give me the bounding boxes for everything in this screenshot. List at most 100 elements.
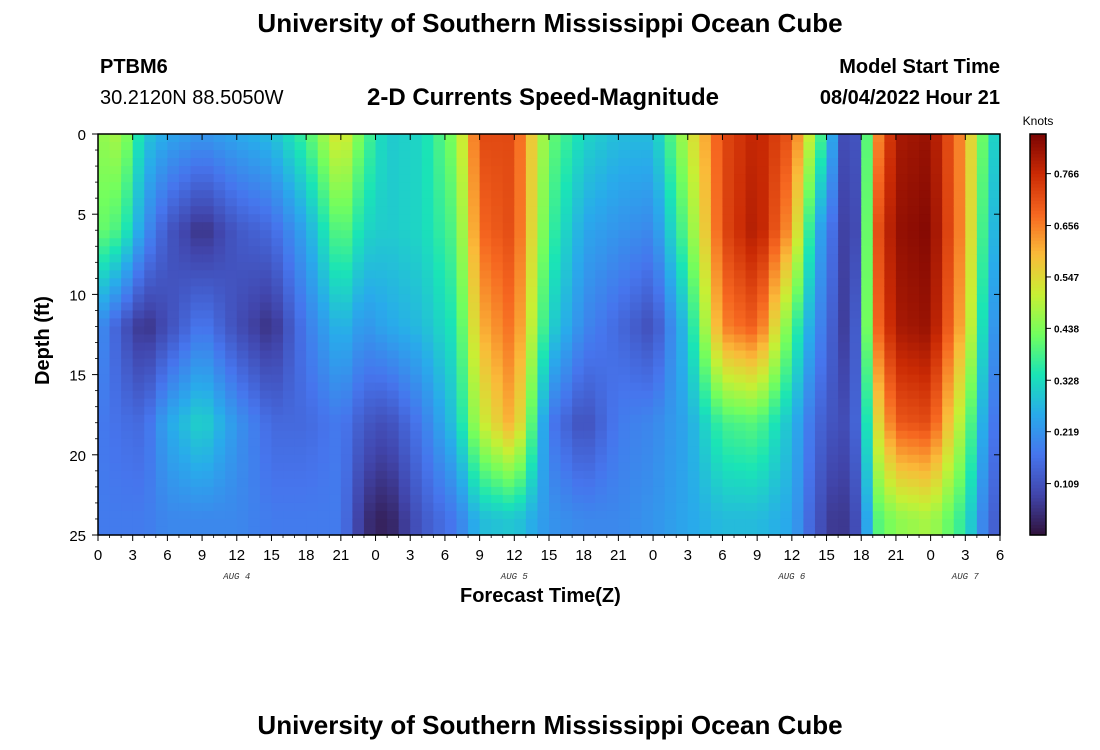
heat-cell (502, 318, 515, 328)
heat-cell (329, 518, 342, 528)
heat-cell (722, 262, 735, 271)
heat-cell (583, 494, 596, 504)
heat-cell (791, 262, 805, 271)
heat-cell (329, 262, 342, 271)
heat-cell (687, 406, 700, 416)
heat-cell (849, 422, 862, 432)
colorbar-segment (1030, 418, 1046, 422)
heat-cell (618, 478, 631, 488)
heat-cell (919, 422, 932, 432)
heat-cell (213, 302, 226, 312)
heat-cell (410, 518, 423, 528)
heat-cell (814, 422, 828, 432)
heat-cell (202, 342, 215, 352)
heat-cell (294, 494, 307, 504)
heat-cell (618, 174, 631, 183)
heat-cell (653, 438, 666, 448)
heat-cell (259, 398, 273, 408)
heat-cell (919, 142, 932, 151)
heat-cell (98, 278, 111, 287)
heat-cell (225, 134, 238, 143)
heat-cell (456, 158, 469, 167)
heat-cell (537, 510, 550, 520)
heat-cell (942, 478, 955, 488)
heat-cell (433, 318, 446, 328)
heat-cell (121, 350, 134, 360)
heat-cell (687, 446, 700, 456)
heat-cell (329, 270, 342, 279)
heat-cell (942, 486, 955, 496)
heat-cell (283, 270, 296, 279)
heat-cell (606, 254, 619, 263)
heat-cell (641, 262, 654, 271)
heat-cell (225, 478, 238, 488)
heat-cell (502, 350, 515, 360)
heat-cell (641, 326, 654, 336)
heat-cell (803, 206, 816, 215)
heat-cell (202, 526, 215, 536)
heat-cell (849, 134, 862, 143)
heat-cell (953, 414, 966, 424)
heat-cell (606, 158, 619, 167)
heat-cell (306, 502, 319, 512)
heat-cell (583, 510, 596, 520)
heat-cell (791, 422, 805, 432)
heat-cell (849, 222, 862, 231)
heat-cell (317, 342, 330, 352)
heat-cell (803, 398, 816, 408)
colorbar-segment (1030, 147, 1046, 152)
heat-cell (491, 326, 504, 336)
heat-cell (595, 326, 608, 336)
heat-cell (895, 430, 909, 440)
heat-cell (641, 270, 654, 279)
heat-cell (178, 510, 192, 520)
heat-cell (826, 278, 839, 287)
heat-cell (271, 198, 284, 207)
heat-cell (155, 326, 168, 336)
heat-cell (988, 334, 1001, 344)
heat-cell (398, 478, 411, 488)
heat-cell (710, 430, 724, 440)
heat-cell (641, 310, 654, 320)
heat-cell (583, 318, 596, 328)
heat-cell (676, 526, 689, 536)
heat-cell (653, 190, 666, 199)
heat-cell (757, 358, 770, 368)
heat-cell (641, 166, 654, 175)
heat-cell (190, 198, 203, 207)
heat-cell (965, 342, 978, 352)
heat-cell (433, 406, 446, 416)
heat-cell (410, 342, 423, 352)
heat-cell (317, 246, 330, 255)
heat-cell (768, 390, 781, 400)
heat-cell (942, 134, 955, 143)
heat-cell (826, 166, 839, 175)
heat-cell (606, 206, 619, 215)
heat-cell (329, 238, 342, 247)
heat-cell (919, 182, 932, 191)
heat-cell (826, 366, 839, 376)
heat-cell (155, 222, 168, 231)
heat-cell (953, 198, 966, 207)
heat-cell (780, 510, 793, 520)
heat-cell (387, 150, 400, 159)
heat-cell (225, 302, 238, 312)
heat-cell (745, 310, 758, 320)
heat-cell (664, 262, 677, 271)
heat-cell (606, 518, 619, 528)
heat-cell (791, 238, 805, 247)
heat-cell (722, 358, 735, 368)
heat-cell (549, 446, 562, 456)
heat-cell (178, 262, 192, 271)
heat-cell (514, 158, 527, 167)
heat-cell (537, 374, 550, 384)
heat-cell (502, 254, 515, 263)
heat-cell (988, 462, 1001, 472)
heat-cell (190, 150, 203, 159)
heat-cell (410, 238, 423, 247)
heat-cell (525, 526, 539, 536)
colorbar-segment (1030, 327, 1046, 332)
heat-cell (687, 326, 700, 336)
heat-cell (363, 230, 377, 239)
